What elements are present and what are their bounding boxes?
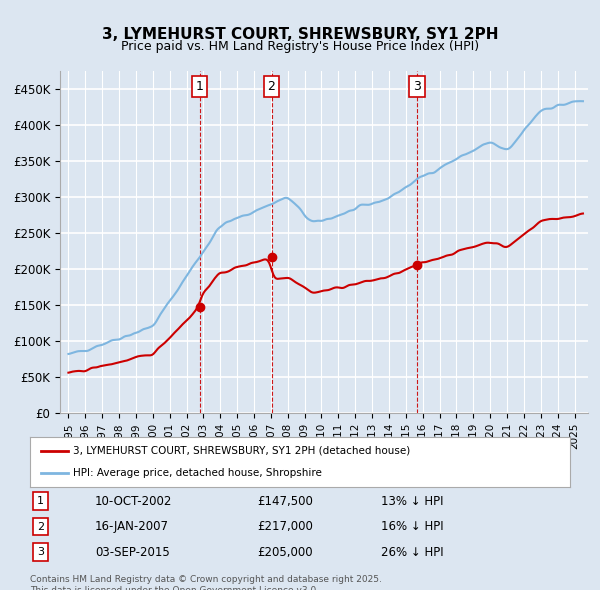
- Text: 1: 1: [196, 80, 203, 93]
- Text: Price paid vs. HM Land Registry's House Price Index (HPI): Price paid vs. HM Land Registry's House …: [121, 40, 479, 53]
- Text: 10-OCT-2002: 10-OCT-2002: [95, 494, 172, 507]
- Text: HPI: Average price, detached house, Shropshire: HPI: Average price, detached house, Shro…: [73, 468, 322, 478]
- Text: £217,000: £217,000: [257, 520, 313, 533]
- Text: Contains HM Land Registry data © Crown copyright and database right 2025.
This d: Contains HM Land Registry data © Crown c…: [30, 575, 382, 590]
- Text: 1: 1: [37, 496, 44, 506]
- Text: 3, LYMEHURST COURT, SHREWSBURY, SY1 2PH: 3, LYMEHURST COURT, SHREWSBURY, SY1 2PH: [102, 27, 498, 41]
- Text: 03-SEP-2015: 03-SEP-2015: [95, 546, 170, 559]
- Text: 2: 2: [37, 522, 44, 532]
- Text: 3: 3: [413, 80, 421, 93]
- Text: 13% ↓ HPI: 13% ↓ HPI: [381, 494, 443, 507]
- Text: £205,000: £205,000: [257, 546, 313, 559]
- Text: 16% ↓ HPI: 16% ↓ HPI: [381, 520, 443, 533]
- Text: 2: 2: [268, 80, 275, 93]
- Text: 3: 3: [37, 547, 44, 557]
- Text: £147,500: £147,500: [257, 494, 313, 507]
- Text: 26% ↓ HPI: 26% ↓ HPI: [381, 546, 443, 559]
- Text: 3, LYMEHURST COURT, SHREWSBURY, SY1 2PH (detached house): 3, LYMEHURST COURT, SHREWSBURY, SY1 2PH …: [73, 445, 410, 455]
- Text: 16-JAN-2007: 16-JAN-2007: [95, 520, 169, 533]
